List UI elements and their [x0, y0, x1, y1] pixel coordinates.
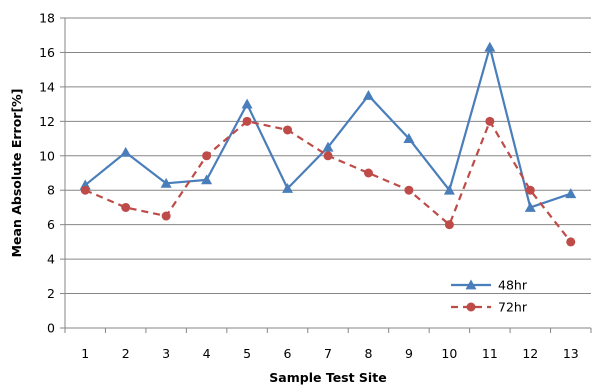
y-tick-label: 18 — [39, 11, 55, 26]
axes — [60, 17, 592, 333]
y-tick-label: 4 — [47, 252, 55, 267]
x-tick-label: 2 — [122, 346, 130, 361]
data-point — [201, 174, 213, 185]
x-tick-label: 10 — [441, 346, 457, 361]
data-point — [160, 177, 172, 188]
data-point — [363, 168, 373, 178]
series-line — [84, 120, 572, 243]
data-point — [121, 202, 131, 212]
y-tick-label: 14 — [39, 79, 55, 94]
x-tick-label: 7 — [324, 346, 332, 361]
data-point — [120, 146, 132, 157]
y-tick-label: 2 — [47, 286, 55, 301]
data-point — [484, 41, 496, 52]
data-point — [322, 141, 334, 152]
data-point — [282, 183, 294, 193]
series-group — [79, 41, 577, 247]
data-point — [565, 188, 577, 199]
y-tick-label: 8 — [47, 183, 55, 198]
data-point — [525, 185, 535, 195]
data-point — [444, 220, 454, 230]
data-point — [362, 90, 374, 100]
x-tick-label: 3 — [162, 346, 170, 361]
y-tick-label: 6 — [47, 217, 55, 232]
x-tick-label: 11 — [482, 346, 498, 361]
data-point — [202, 151, 212, 161]
y-tick-label: 10 — [39, 148, 55, 163]
series-line — [84, 46, 572, 209]
legend-label: 48hr — [498, 278, 528, 293]
data-point — [443, 184, 455, 195]
data-point — [485, 116, 495, 126]
x-axis-title: Sample Test Site — [269, 370, 386, 385]
y-tick-label: 0 — [47, 321, 55, 336]
data-point — [241, 98, 253, 109]
y-tick-labels: 0 2 4 6 8 10 12 14 16 18 — [39, 11, 55, 336]
series-72hr — [80, 116, 576, 247]
y-tick-label: 16 — [39, 45, 55, 60]
data-point — [566, 237, 576, 247]
data-point — [161, 211, 171, 221]
y-axis-title: Mean Absolute Error[%] — [9, 89, 24, 258]
x-tick-label: 6 — [284, 346, 292, 361]
x-tick-label: 1 — [81, 346, 89, 361]
x-tick-label: 4 — [203, 346, 211, 361]
x-tick-label: 8 — [364, 346, 372, 361]
data-point — [80, 185, 90, 195]
y-tick-label: 12 — [39, 114, 55, 129]
x-tick-labels: 1 2 3 4 5 6 7 8 9 10 11 12 13 — [81, 346, 578, 361]
legend: 48hr 72hr — [451, 278, 528, 315]
series-48hr — [79, 41, 577, 212]
legend-marker — [465, 279, 477, 290]
legend-label: 72hr — [498, 300, 528, 315]
data-point — [242, 116, 252, 126]
x-tick-label: 12 — [522, 346, 538, 361]
data-point — [283, 125, 293, 135]
x-tick-label: 13 — [563, 346, 579, 361]
legend-marker — [466, 302, 476, 312]
data-point — [404, 185, 414, 195]
x-tick-label: 9 — [405, 346, 413, 361]
data-point — [323, 151, 333, 161]
data-point — [524, 201, 536, 212]
data-point — [403, 133, 415, 143]
x-tick-label: 5 — [243, 346, 251, 361]
